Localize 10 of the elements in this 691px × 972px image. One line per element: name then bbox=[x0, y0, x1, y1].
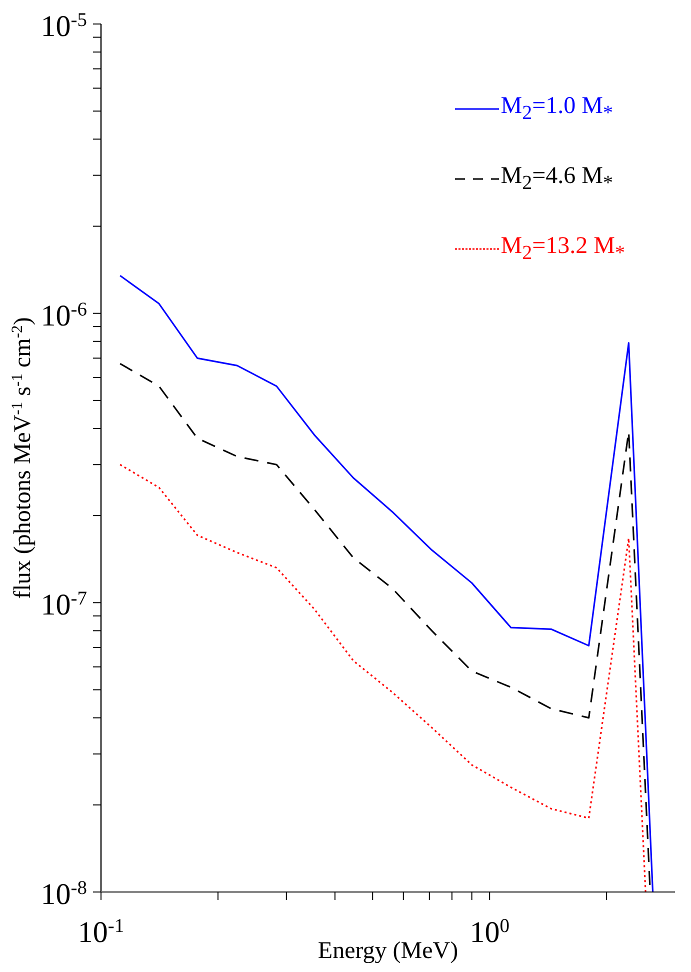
legend-label: M$_{2}$=1.0 M$_{*}$ bbox=[500, 93, 613, 125]
legend-label: M$_{2}$=4.6 M$_{*}$ bbox=[500, 163, 613, 195]
x-tick-label: 10$^{0}$ bbox=[470, 916, 510, 949]
legend-label: M$_{2}$=13.2 M$_{*}$ bbox=[500, 233, 625, 265]
y-tick-label: 10$^{-8}$ bbox=[40, 878, 87, 911]
x-tick-label: 10$^{-1}$ bbox=[78, 916, 124, 949]
y-tick-label: 10$^{-5}$ bbox=[40, 10, 87, 43]
x-axis-title: Energy (MeV) bbox=[318, 938, 458, 964]
y-tick-label: 10$^{-6}$ bbox=[40, 298, 88, 332]
y-tick-label: 10$^{-7}$ bbox=[40, 588, 88, 622]
